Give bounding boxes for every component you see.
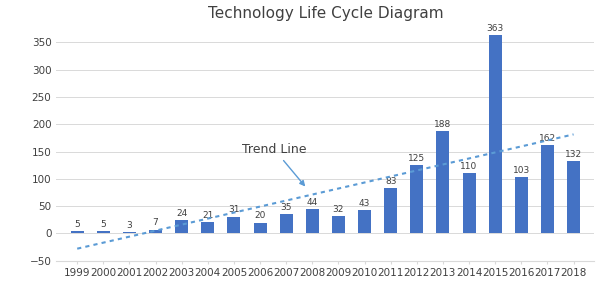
Text: 132: 132 xyxy=(565,150,582,159)
Title: Technology Life Cycle Diagram: Technology Life Cycle Diagram xyxy=(208,6,443,20)
Text: 43: 43 xyxy=(359,199,370,208)
Text: 110: 110 xyxy=(460,162,478,171)
Bar xyxy=(567,161,580,233)
Text: Trend Line: Trend Line xyxy=(242,143,306,185)
Text: 5: 5 xyxy=(100,220,106,229)
Text: 44: 44 xyxy=(307,198,318,207)
Text: 32: 32 xyxy=(333,205,344,214)
Text: 31: 31 xyxy=(228,205,239,214)
Text: 5: 5 xyxy=(74,220,80,229)
Bar xyxy=(306,210,319,233)
Bar xyxy=(436,131,449,233)
Text: 188: 188 xyxy=(434,120,452,129)
Bar xyxy=(488,35,502,233)
Text: 24: 24 xyxy=(176,209,187,218)
Text: 35: 35 xyxy=(280,203,292,212)
Bar xyxy=(71,231,84,233)
Text: 363: 363 xyxy=(487,24,504,33)
Text: 7: 7 xyxy=(152,218,158,227)
Bar xyxy=(201,222,214,233)
Text: 3: 3 xyxy=(127,221,133,230)
Text: 125: 125 xyxy=(408,154,425,163)
Bar xyxy=(97,231,110,233)
Bar xyxy=(384,188,397,233)
Bar xyxy=(280,214,293,233)
Text: 21: 21 xyxy=(202,211,214,220)
Text: 162: 162 xyxy=(539,134,556,143)
Bar xyxy=(541,145,554,233)
Bar xyxy=(254,223,266,233)
Text: 103: 103 xyxy=(512,166,530,175)
Bar xyxy=(227,217,241,233)
Bar xyxy=(332,216,345,233)
Bar xyxy=(515,177,528,233)
Text: 20: 20 xyxy=(254,211,266,220)
Bar xyxy=(149,230,162,233)
Bar xyxy=(410,165,424,233)
Bar xyxy=(175,220,188,233)
Bar xyxy=(123,232,136,233)
Text: 83: 83 xyxy=(385,177,397,186)
Bar xyxy=(358,210,371,233)
Bar xyxy=(463,174,476,233)
